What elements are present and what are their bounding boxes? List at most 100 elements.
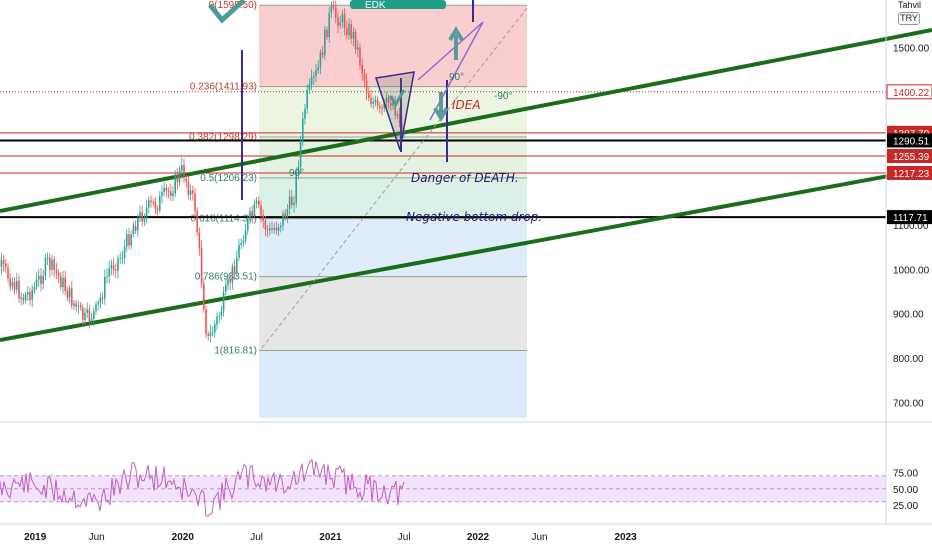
fib-label: 0(1595.50) [209, 0, 257, 11]
check-icon [388, 89, 406, 107]
wedge-lines [417, 21, 484, 121]
candle-body [390, 102, 392, 107]
price-tick-label: 1500.00 [893, 44, 930, 55]
time-tick-label: Jul [250, 532, 263, 543]
candle-body [104, 276, 106, 299]
candle-body [57, 273, 60, 277]
candle-body [302, 118, 304, 141]
channel-upper-line [0, 28, 932, 213]
candle-body [97, 302, 99, 305]
candle-body [262, 215, 264, 221]
danger-note: Danger of DEATH. [411, 171, 519, 185]
candle-body [260, 204, 262, 216]
candle-body [33, 286, 36, 290]
candle-body [134, 225, 137, 231]
fib-label: 1(816.81) [214, 346, 257, 357]
candle-body [176, 174, 179, 183]
candle-body [335, 7, 337, 18]
price-tick-label: 1100.00 [893, 221, 929, 232]
candle-body [20, 297, 22, 299]
candle-body [385, 98, 388, 103]
candle-body [255, 200, 258, 204]
currency-label: TRY [898, 12, 920, 25]
candle-body [297, 166, 300, 173]
candle-body [44, 258, 47, 276]
time-tick-label: 2020 [172, 532, 195, 543]
candle-body [392, 101, 394, 107]
candle-body [348, 24, 350, 36]
candle-body [62, 277, 64, 288]
candle-body [132, 225, 135, 235]
candle-body [330, 5, 333, 13]
candle-body [130, 234, 132, 246]
angle-label: -90° [494, 91, 512, 102]
price-tick-label: 700.00 [893, 398, 924, 409]
candle-body [200, 248, 203, 284]
candle-body [115, 269, 117, 271]
candle-body [110, 265, 113, 269]
candle-body [236, 257, 238, 274]
fib-diagonal [261, 7, 528, 349]
candle-body [231, 266, 234, 283]
price-tick-label: 800.00 [893, 354, 924, 365]
candle-body [165, 187, 168, 192]
candle-body [352, 31, 355, 39]
candle-body [269, 228, 271, 231]
currency-corner[interactable]: Tahvil TRY [898, 1, 921, 25]
candle-body [264, 220, 267, 230]
candle-body [225, 284, 227, 292]
candle-body [46, 257, 49, 259]
candle-body [152, 202, 154, 204]
candle-body [332, 5, 335, 8]
candle-body [396, 114, 399, 116]
candle-body [233, 266, 236, 274]
candle-body [86, 309, 88, 313]
candle-body [141, 212, 143, 222]
fib-zone [259, 276, 527, 351]
candle-body [143, 217, 146, 222]
candle-body [282, 213, 284, 226]
candle-body [137, 217, 139, 231]
fib-zone [259, 177, 527, 219]
candle-body [271, 228, 273, 230]
candle-body [280, 225, 282, 228]
candle-body [368, 93, 370, 98]
candle-body [108, 268, 110, 277]
angle-label: 90° [449, 72, 464, 83]
candle-body [163, 187, 165, 192]
candle-body [343, 14, 346, 29]
candle-body [117, 258, 119, 271]
candle-body [7, 267, 9, 279]
candle-body [68, 288, 71, 298]
candle-body [24, 294, 27, 301]
candle-body [326, 29, 328, 37]
candle-body [128, 234, 130, 246]
candle-body [159, 196, 161, 211]
candle-body [139, 212, 141, 218]
candle-body [145, 207, 148, 218]
fib-label: 0.5(1206.23) [200, 173, 257, 184]
candle-body [2, 260, 5, 264]
candle-body [209, 332, 212, 336]
rsi-tick-label: 75.00 [893, 469, 918, 480]
candle-body [247, 218, 249, 231]
candle-body [112, 265, 115, 270]
price-badge-label: 1217.23 [893, 169, 930, 180]
candle-body [387, 98, 390, 103]
candle-body [244, 230, 247, 241]
candle-body [156, 208, 159, 211]
candle-body [189, 190, 192, 195]
candle-body [398, 114, 401, 124]
candle-body [185, 178, 187, 182]
price-badge-label: 1400.22 [893, 88, 930, 99]
price-badge [887, 149, 932, 164]
candle-body [266, 229, 269, 231]
candle-body [150, 200, 152, 203]
candle-body [372, 101, 374, 104]
candle-body [167, 191, 170, 193]
candle-body [205, 309, 207, 335]
check-icon [208, 0, 246, 24]
candle-body [77, 305, 80, 307]
candle-body [383, 102, 385, 109]
